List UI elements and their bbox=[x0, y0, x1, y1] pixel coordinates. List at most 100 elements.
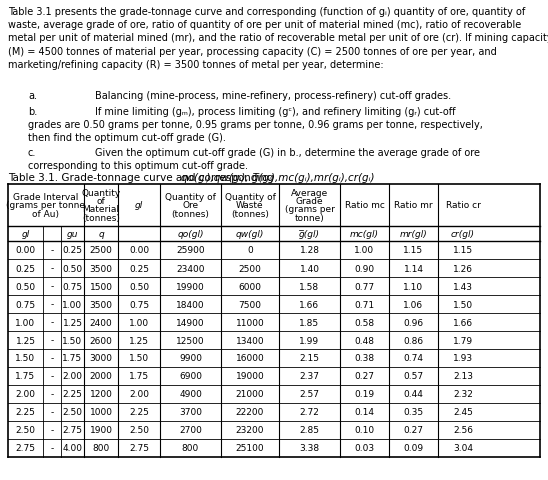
Text: c.: c. bbox=[28, 148, 36, 157]
Text: 1.85: 1.85 bbox=[299, 318, 319, 327]
Text: 3.04: 3.04 bbox=[453, 444, 473, 453]
Text: 2500: 2500 bbox=[238, 264, 261, 273]
Text: 0.75: 0.75 bbox=[62, 282, 83, 291]
Text: 0.90: 0.90 bbox=[355, 264, 375, 273]
Text: 23400: 23400 bbox=[176, 264, 205, 273]
Text: 0.74: 0.74 bbox=[403, 354, 424, 363]
Text: Ratio cr: Ratio cr bbox=[446, 201, 481, 210]
Text: Ratio mr: Ratio mr bbox=[394, 201, 433, 210]
Text: 0.50: 0.50 bbox=[15, 282, 36, 291]
Text: Ore: Ore bbox=[182, 201, 198, 210]
Text: 4.00: 4.00 bbox=[62, 444, 83, 453]
Text: Quantity of: Quantity of bbox=[165, 193, 216, 202]
Text: 1.93: 1.93 bbox=[453, 354, 473, 363]
Text: 0.71: 0.71 bbox=[355, 300, 375, 309]
Text: -: - bbox=[50, 282, 54, 291]
Text: 0.27: 0.27 bbox=[403, 426, 424, 434]
Text: 6000: 6000 bbox=[238, 282, 261, 291]
Text: -: - bbox=[50, 426, 54, 434]
Text: Balancing (mine-process, mine-refinery, process-refinery) cut-off grades.: Balancing (mine-process, mine-refinery, … bbox=[95, 91, 451, 101]
Text: 0.00: 0.00 bbox=[15, 246, 36, 255]
Text: 1.00: 1.00 bbox=[129, 318, 149, 327]
Text: 1.25: 1.25 bbox=[129, 336, 149, 345]
Text: Ratio mc: Ratio mc bbox=[345, 201, 385, 210]
Text: (grams per: (grams per bbox=[284, 205, 334, 214]
Text: 3500: 3500 bbox=[89, 300, 112, 309]
Text: Waste: Waste bbox=[236, 201, 264, 210]
Text: Quantity: Quantity bbox=[81, 189, 121, 198]
Text: 1.75: 1.75 bbox=[62, 354, 83, 363]
Text: 2.50: 2.50 bbox=[15, 426, 36, 434]
Text: 2.13: 2.13 bbox=[453, 372, 473, 381]
Text: mr(gl): mr(gl) bbox=[399, 229, 427, 239]
Text: 0.03: 0.03 bbox=[355, 444, 375, 453]
Text: 1500: 1500 bbox=[89, 282, 112, 291]
Text: 1.50: 1.50 bbox=[453, 300, 473, 309]
Text: 2.00: 2.00 bbox=[15, 390, 36, 399]
Text: 1.99: 1.99 bbox=[299, 336, 319, 345]
Text: (tonnes): (tonnes) bbox=[172, 209, 209, 218]
Text: grades are 0.50 grams per tonne, 0.95 grams per tonne, 0.96 grams per tonne, res: grades are 0.50 grams per tonne, 0.95 gr… bbox=[28, 120, 483, 130]
Text: mc(gl): mc(gl) bbox=[350, 229, 379, 239]
Text: 2.75: 2.75 bbox=[62, 426, 83, 434]
Text: 0.38: 0.38 bbox=[355, 354, 375, 363]
Text: Quantity of: Quantity of bbox=[225, 193, 276, 202]
Text: 2.25: 2.25 bbox=[62, 390, 82, 399]
Text: 21000: 21000 bbox=[236, 390, 264, 399]
Text: -: - bbox=[50, 354, 54, 363]
Text: 1.15: 1.15 bbox=[403, 246, 424, 255]
Text: gu: gu bbox=[67, 229, 78, 239]
Text: -: - bbox=[50, 336, 54, 345]
Text: 0.44: 0.44 bbox=[403, 390, 424, 399]
Text: 0.50: 0.50 bbox=[62, 264, 83, 273]
Text: 1.50: 1.50 bbox=[129, 354, 149, 363]
Text: 1.66: 1.66 bbox=[299, 300, 319, 309]
Text: 0.57: 0.57 bbox=[403, 372, 424, 381]
Text: 3000: 3000 bbox=[89, 354, 112, 363]
Text: 1.75: 1.75 bbox=[129, 372, 149, 381]
Text: 3700: 3700 bbox=[179, 408, 202, 417]
Text: 1900: 1900 bbox=[89, 426, 112, 434]
Text: (grams per tonne: (grams per tonne bbox=[7, 201, 85, 210]
Text: Table 3.1 presents the grade-tonnage curve and corresponding (function of gᵢ) qu: Table 3.1 presents the grade-tonnage cur… bbox=[8, 7, 548, 70]
Text: 1.58: 1.58 bbox=[299, 282, 319, 291]
Text: 25100: 25100 bbox=[236, 444, 264, 453]
Text: 800: 800 bbox=[93, 444, 110, 453]
Text: 0.86: 0.86 bbox=[403, 336, 424, 345]
Text: 800: 800 bbox=[182, 444, 199, 453]
Text: 2500: 2500 bbox=[89, 246, 112, 255]
Text: 2.15: 2.15 bbox=[300, 354, 319, 363]
Text: 0.14: 0.14 bbox=[355, 408, 374, 417]
Text: g̅(gl): g̅(gl) bbox=[299, 229, 320, 239]
Text: 0.50: 0.50 bbox=[129, 282, 149, 291]
Text: 19900: 19900 bbox=[176, 282, 205, 291]
Text: 1.75: 1.75 bbox=[15, 372, 36, 381]
Text: -: - bbox=[50, 444, 54, 453]
Text: 19000: 19000 bbox=[236, 372, 264, 381]
Text: 16000: 16000 bbox=[236, 354, 264, 363]
Text: 2.50: 2.50 bbox=[129, 426, 149, 434]
Text: 0.75: 0.75 bbox=[15, 300, 36, 309]
Text: 1.00: 1.00 bbox=[62, 300, 83, 309]
Text: Given the optimum cut-off grade (G) in b., determine the average grade of ore: Given the optimum cut-off grade (G) in b… bbox=[95, 148, 480, 157]
Text: 0.10: 0.10 bbox=[355, 426, 375, 434]
Text: 0.19: 0.19 bbox=[355, 390, 375, 399]
Text: 0.96: 0.96 bbox=[403, 318, 424, 327]
Text: 2.75: 2.75 bbox=[129, 444, 149, 453]
Text: 22200: 22200 bbox=[236, 408, 264, 417]
Text: Material: Material bbox=[83, 205, 119, 214]
Text: -: - bbox=[50, 390, 54, 399]
Text: 1.10: 1.10 bbox=[403, 282, 424, 291]
Text: (tonnes): (tonnes) bbox=[231, 209, 269, 218]
Text: -: - bbox=[50, 318, 54, 327]
Text: 7500: 7500 bbox=[238, 300, 261, 309]
Text: 0.25: 0.25 bbox=[129, 264, 149, 273]
Text: 0.00: 0.00 bbox=[129, 246, 149, 255]
Text: 0.58: 0.58 bbox=[355, 318, 375, 327]
Text: 2600: 2600 bbox=[89, 336, 112, 345]
Text: 1.25: 1.25 bbox=[15, 336, 36, 345]
Text: 1200: 1200 bbox=[89, 390, 112, 399]
Text: 13400: 13400 bbox=[236, 336, 264, 345]
Text: (tonnes): (tonnes) bbox=[82, 213, 120, 222]
Text: 3500: 3500 bbox=[89, 264, 112, 273]
